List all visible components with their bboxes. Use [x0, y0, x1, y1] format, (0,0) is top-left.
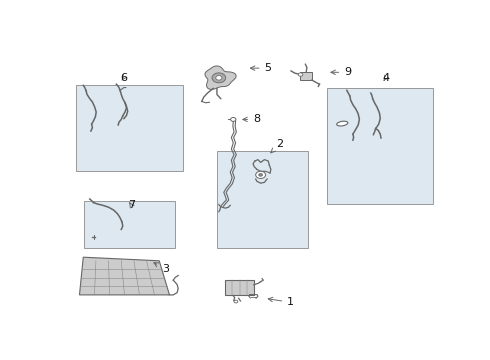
Text: 9: 9: [331, 67, 351, 77]
Bar: [76, 85, 183, 171]
Bar: [327, 87, 434, 204]
Circle shape: [231, 117, 236, 121]
Circle shape: [259, 174, 263, 176]
Polygon shape: [79, 257, 170, 295]
Circle shape: [298, 73, 303, 76]
Text: 4: 4: [382, 73, 389, 83]
Text: 2: 2: [271, 139, 283, 153]
Text: 1: 1: [268, 297, 294, 307]
Text: 5: 5: [250, 63, 271, 73]
Circle shape: [234, 300, 238, 303]
Bar: [84, 201, 175, 248]
Text: 7: 7: [128, 201, 135, 210]
Ellipse shape: [337, 121, 348, 126]
Bar: [300, 72, 312, 80]
Polygon shape: [205, 66, 236, 89]
Text: 6: 6: [120, 73, 127, 83]
Text: 8: 8: [243, 114, 260, 125]
Text: 3: 3: [154, 263, 169, 274]
Circle shape: [256, 171, 266, 179]
Circle shape: [212, 73, 226, 83]
Circle shape: [216, 76, 222, 80]
Bar: [217, 151, 308, 248]
Bar: [225, 280, 254, 296]
